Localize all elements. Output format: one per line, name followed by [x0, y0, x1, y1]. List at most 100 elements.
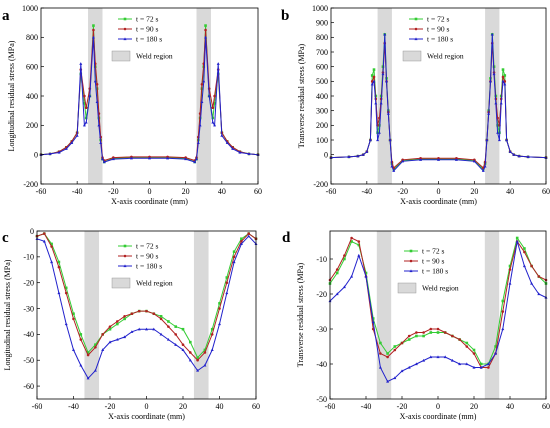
data-point — [378, 365, 382, 369]
data-point — [108, 325, 112, 328]
data-point — [50, 260, 54, 264]
y-tick-label: -50 — [23, 356, 34, 365]
data-point — [247, 232, 250, 235]
data-point — [401, 159, 405, 163]
data-point — [407, 338, 411, 341]
data-point — [526, 155, 530, 158]
data-point — [92, 24, 95, 27]
y-tick-label: -50 — [316, 395, 327, 404]
data-point — [218, 322, 221, 326]
data-point — [218, 307, 221, 310]
data-point — [108, 327, 112, 331]
data-point — [108, 340, 112, 344]
data-point — [203, 351, 207, 354]
legend-entry: t = 90 s — [422, 257, 444, 266]
data-point — [86, 351, 90, 354]
data-point — [84, 106, 88, 110]
data-point — [198, 123, 202, 127]
data-point — [166, 156, 170, 160]
data-point — [79, 363, 83, 367]
data-point — [508, 264, 512, 268]
data-point — [196, 368, 200, 372]
data-point — [137, 309, 141, 313]
legend-entry: t = 72 s — [422, 247, 444, 256]
data-point — [508, 281, 512, 285]
data-point — [83, 102, 86, 105]
data-point — [515, 236, 519, 240]
data-point — [202, 79, 206, 83]
x-tick-label: 20 — [470, 187, 478, 196]
data-point — [497, 138, 501, 142]
data-point — [481, 169, 485, 172]
panel-d: d -60 -40 -20 0 20 40 60 -50 -40 -30 -20 -10 X-axis c… — [282, 230, 550, 421]
x-axis-label: X-axis coordinate (mm) — [400, 197, 477, 206]
legend-entry: t = 180 s — [427, 35, 453, 44]
data-point — [213, 94, 216, 98]
data-point — [123, 335, 127, 339]
y-tick-label: 100 — [316, 136, 328, 145]
y-tick-label: 300 — [316, 106, 328, 115]
data-point — [211, 116, 215, 120]
legend: t = 72 st = 90 st = 180 s Weld region — [402, 15, 464, 62]
panel-letter: d — [282, 230, 291, 246]
data-point — [211, 106, 215, 110]
y-axis-label: Transverse residual stress (MPa) — [296, 262, 305, 367]
weld-region-band — [484, 231, 500, 399]
data-point — [443, 331, 447, 334]
data-point — [494, 345, 497, 348]
data-point — [231, 147, 235, 150]
y-axis-label: Longitudinal residual stress (MPa) — [7, 40, 16, 151]
data-point — [79, 62, 83, 65]
data-point — [174, 325, 177, 328]
data-point — [64, 291, 68, 295]
data-point — [458, 338, 461, 341]
data-point — [184, 157, 188, 161]
y-tick-label: 400 — [26, 92, 38, 101]
data-point — [211, 120, 215, 124]
data-point — [350, 274, 354, 278]
data-point — [343, 254, 346, 257]
x-axis-label: X-axis coordinate (mm) — [108, 412, 185, 421]
legend-marker — [123, 254, 127, 258]
data-point — [501, 75, 505, 79]
data-point — [505, 138, 509, 142]
data-point — [79, 333, 83, 336]
data-point — [374, 101, 378, 105]
y-tick-label: -20 — [23, 278, 34, 287]
data-point — [239, 242, 243, 246]
data-point — [501, 327, 505, 331]
x-tick-label: -60 — [36, 187, 47, 196]
data-point — [152, 312, 156, 316]
y-tick-label: 0 — [30, 227, 34, 236]
data-point — [148, 156, 151, 160]
data-point — [485, 138, 489, 142]
legend: t = 72 st = 90 st = 180 s Weld region — [111, 242, 173, 289]
data-point — [195, 157, 199, 161]
data-point — [512, 153, 516, 156]
x-tick-label: 0 — [437, 187, 441, 196]
x-tick-label: 40 — [216, 402, 224, 411]
data-point — [490, 32, 494, 36]
data-point — [72, 348, 75, 351]
data-point — [429, 331, 433, 334]
x-tick-label: -60 — [326, 187, 337, 196]
data-point — [422, 331, 425, 334]
y-tick-label: 1000 — [312, 4, 328, 13]
data-point — [365, 150, 369, 153]
data-point — [100, 157, 104, 161]
x-tick-label: -40 — [72, 187, 83, 196]
data-point — [335, 268, 339, 271]
data-point — [472, 352, 476, 355]
data-point — [483, 164, 487, 168]
x-tick-label: 60 — [252, 402, 260, 411]
legend-entry: t = 180 s — [136, 35, 162, 44]
data-point — [465, 341, 469, 345]
x-tick-label: 20 — [179, 402, 187, 411]
data-point — [377, 131, 381, 134]
data-point — [218, 302, 221, 305]
data-point — [159, 317, 163, 321]
weld-region-band — [84, 231, 100, 399]
data-point — [152, 327, 156, 331]
x-tick-label: 60 — [254, 187, 262, 196]
